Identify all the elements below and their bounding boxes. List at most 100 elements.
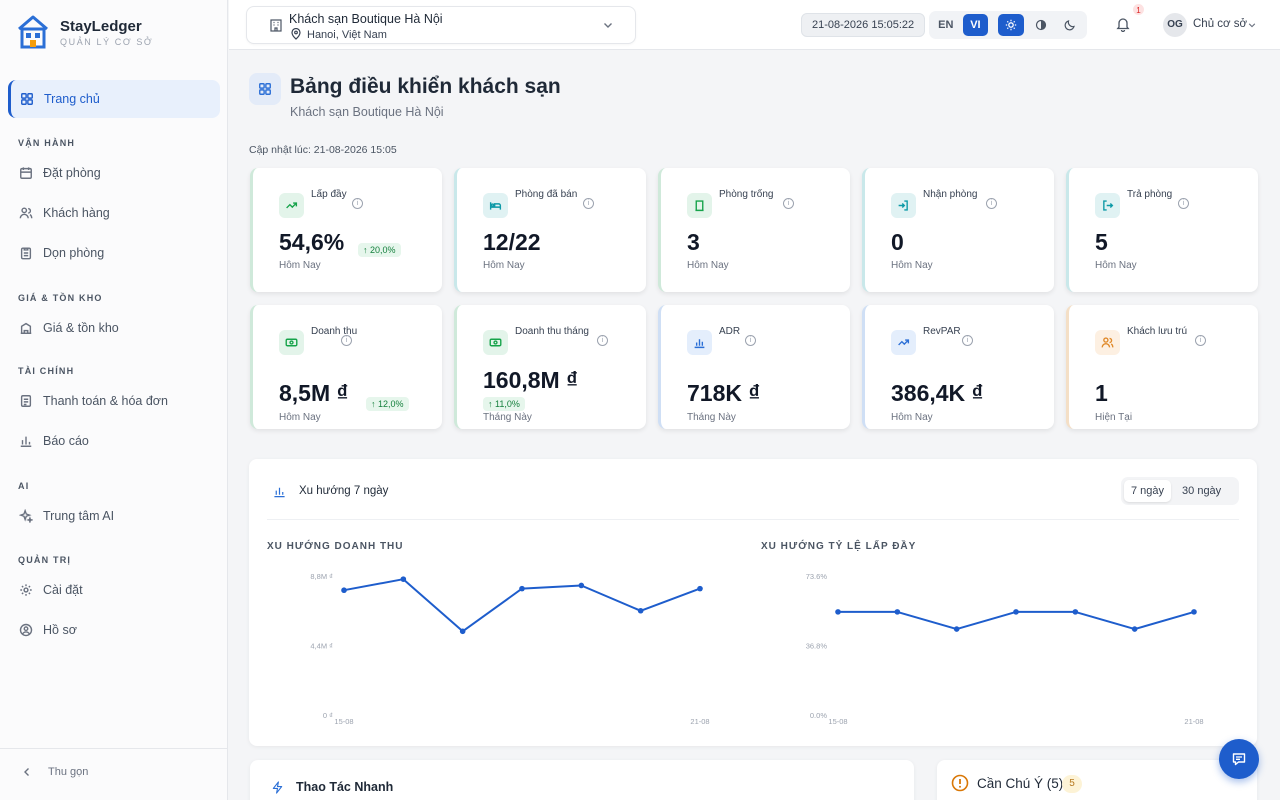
sidebar-item-housekeeping[interactable]: Dọn phòng bbox=[8, 234, 220, 272]
data-point[interactable] bbox=[1191, 609, 1197, 615]
kpi-card[interactable]: Lấp đầy i 54,6% Hôm Nay ↑ 20,0% bbox=[250, 168, 442, 292]
data-point[interactable] bbox=[578, 582, 585, 589]
data-point[interactable] bbox=[519, 585, 525, 592]
kpi-value: 12/22 bbox=[483, 229, 541, 255]
range-30-days-button[interactable]: 30 ngày bbox=[1182, 485, 1222, 497]
info-icon[interactable]: i bbox=[597, 335, 608, 346]
kpi-period: Hôm Nay bbox=[1095, 260, 1137, 271]
kpi-label: RevPAR bbox=[923, 326, 961, 337]
data-point[interactable] bbox=[1131, 626, 1138, 632]
notification-count-badge: 1 bbox=[1132, 3, 1145, 16]
kpi-value: 386,4K ₫ bbox=[891, 380, 984, 406]
data-point[interactable] bbox=[459, 628, 466, 635]
attention-count-badge: 5 bbox=[1062, 775, 1082, 793]
sidebar-item-reports[interactable]: Báo cáo bbox=[8, 422, 220, 460]
dark-theme-button[interactable] bbox=[1057, 14, 1083, 36]
kpi-card[interactable]: ADR i 718K ₫ Tháng Này bbox=[658, 305, 850, 429]
sidebar-item-bookings[interactable]: Đặt phòng bbox=[8, 154, 220, 192]
brand[interactable]: StayLedger QUẢN LÝ CƠ SỞ bbox=[16, 14, 153, 50]
data-point[interactable] bbox=[1013, 609, 1019, 615]
kpi-value: 0 bbox=[891, 229, 904, 255]
data-point[interactable] bbox=[697, 585, 703, 592]
clipboard-icon bbox=[20, 247, 32, 260]
sidebar-item-rates-inventory[interactable]: Giá & tồn kho bbox=[8, 309, 220, 347]
lang-vi-button[interactable]: VI bbox=[962, 14, 989, 36]
info-icon[interactable]: i bbox=[341, 335, 352, 346]
light-theme-button[interactable] bbox=[998, 14, 1024, 36]
sidebar-item-profile[interactable]: Hồ sơ bbox=[8, 611, 220, 649]
revenue-trend-chart: 0 ₫ 4,4M ₫ 8,8M ₫ 15-08 21-08 bbox=[310, 572, 709, 726]
kpi-card[interactable]: Doanh thu tháng i 160,8M ₫ Tháng Này ↑ 11,0% bbox=[454, 305, 646, 429]
bell-icon[interactable] bbox=[1115, 16, 1131, 32]
logo-house-icon bbox=[18, 15, 48, 49]
data-point[interactable] bbox=[1072, 609, 1079, 615]
grid-icon bbox=[21, 93, 33, 105]
data-point[interactable] bbox=[953, 626, 960, 632]
kpi-card[interactable]: Trả phòng i 5 Hôm Nay bbox=[1066, 168, 1258, 292]
sidebar-item-label: Khách hàng bbox=[43, 206, 110, 220]
kpi-card[interactable]: Phòng đã bán i 12/22 Hôm Nay bbox=[454, 168, 646, 292]
user-menu[interactable]: Chủ cơ sở bbox=[1193, 18, 1248, 30]
kpi-card[interactable]: Khách lưu trú i 1 Hiện Tại bbox=[1066, 305, 1258, 429]
kpi-label: Trả phòng bbox=[1127, 189, 1173, 200]
trend-panel-title: Xu hướng 7 ngày bbox=[299, 485, 389, 497]
kpi-value: 54,6% bbox=[279, 229, 345, 255]
kpi-card[interactable]: Phòng trống i 3 Hôm Nay bbox=[658, 168, 850, 292]
hotel-selector[interactable]: Khách sạn Boutique Hà Nội Hanoi, Việt Na… bbox=[246, 6, 636, 44]
info-icon[interactable]: i bbox=[1178, 198, 1189, 209]
document-icon bbox=[20, 395, 32, 407]
data-point[interactable] bbox=[894, 609, 901, 615]
range-7-days-button[interactable]: 7 ngày bbox=[1124, 480, 1172, 502]
x-tick-label: 15-08 bbox=[828, 717, 847, 726]
sidebar-item-guests[interactable]: Khách hàng bbox=[8, 194, 220, 232]
kpi-card[interactable]: Nhận phòng i 0 Hôm Nay bbox=[862, 168, 1054, 292]
data-point[interactable] bbox=[835, 609, 841, 615]
collapse-label: Thu gọn bbox=[48, 766, 89, 778]
info-icon[interactable]: i bbox=[583, 198, 594, 209]
data-point[interactable] bbox=[341, 587, 347, 594]
kpi-label: Lấp đầy bbox=[311, 189, 347, 200]
page-title: Bảng điều khiển khách sạn bbox=[290, 75, 561, 98]
info-icon[interactable]: i bbox=[1195, 335, 1206, 346]
trend-up-icon bbox=[279, 193, 304, 218]
y-tick-label: 73.6% bbox=[806, 572, 828, 581]
dashboard-icon bbox=[249, 73, 281, 105]
kpi-period: Tháng Này bbox=[687, 412, 736, 423]
language-theme-toggles: EN VI bbox=[929, 11, 1087, 39]
info-icon[interactable]: i bbox=[352, 198, 363, 209]
system-theme-button[interactable] bbox=[1028, 14, 1054, 36]
user-circle-icon bbox=[19, 623, 33, 637]
info-icon[interactable]: i bbox=[783, 198, 794, 209]
info-icon[interactable]: i bbox=[986, 198, 997, 209]
kpi-change-badge: ↑ 20,0% bbox=[358, 243, 401, 257]
last-updated-text: Cập nhật lúc: 21-08-2026 15:05 bbox=[249, 144, 397, 156]
collapse-sidebar-button[interactable]: Thu gọn bbox=[22, 766, 88, 778]
kpi-period: Hôm Nay bbox=[687, 260, 729, 271]
map-pin-icon bbox=[291, 28, 301, 40]
kpi-card[interactable]: RevPAR i 386,4K ₫ Hôm Nay bbox=[862, 305, 1054, 429]
chat-icon bbox=[1232, 753, 1246, 766]
attention-panel: Cần Chú Ý (5) 5 bbox=[937, 760, 1257, 800]
building-icon bbox=[270, 19, 282, 32]
brand-name: StayLedger bbox=[60, 17, 142, 35]
info-icon[interactable]: i bbox=[745, 335, 756, 346]
gear-icon bbox=[20, 584, 32, 596]
sidebar-item-label: Báo cáo bbox=[43, 434, 89, 448]
data-point[interactable] bbox=[400, 576, 407, 582]
sidebar-divider bbox=[0, 748, 228, 749]
kpi-card[interactable]: Doanh thu i 8,5M ₫ Hôm Nay ↑ 12,0% bbox=[250, 305, 442, 429]
chevron-down-icon[interactable] bbox=[1248, 21, 1256, 29]
x-tick-label: 15-08 bbox=[334, 717, 353, 726]
bar-chart-icon bbox=[20, 436, 32, 447]
data-point[interactable] bbox=[637, 607, 644, 614]
sidebar-item-settings[interactable]: Cài đặt bbox=[8, 571, 220, 609]
chat-button[interactable] bbox=[1219, 739, 1259, 779]
kpi-value: 3 bbox=[687, 229, 700, 255]
sidebar-item-ai-center[interactable]: Trung tâm AI bbox=[8, 497, 220, 535]
sidebar-item-home[interactable]: Trang chủ bbox=[8, 80, 220, 118]
lang-en-button[interactable]: EN bbox=[938, 19, 954, 31]
sidebar-item-payments[interactable]: Thanh toán & hóa đơn bbox=[8, 382, 220, 420]
info-icon[interactable]: i bbox=[962, 335, 973, 346]
sidebar-item-label: Giá & tồn kho bbox=[43, 321, 119, 335]
avatar[interactable]: OG bbox=[1163, 13, 1187, 37]
